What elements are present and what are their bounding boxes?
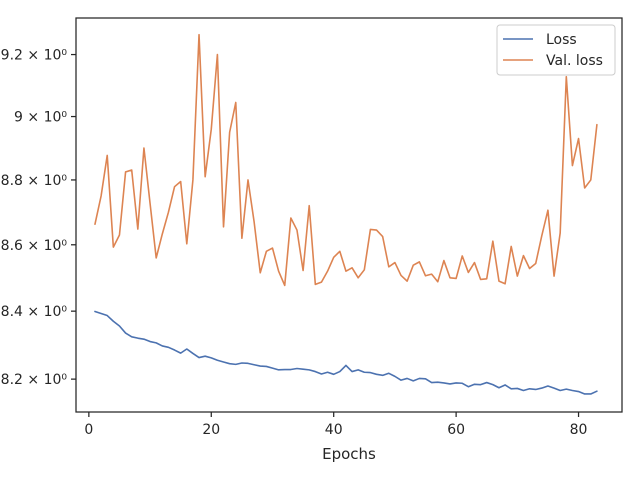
x-tick-label: 80 <box>570 422 588 438</box>
y-tick-label: 8.4 × 10⁰ <box>1 304 68 320</box>
y-tick-label: 8.2 × 10⁰ <box>1 372 68 388</box>
x-tick-label: 40 <box>325 422 343 438</box>
series-line-loss <box>94 310 598 395</box>
x-tick-label: 0 <box>84 422 93 438</box>
legend: Loss Val. loss <box>496 24 616 76</box>
axes-layer: 0 20 40 60 80 8.2 × 10⁰ 8.4 × 10⁰ 8.6 × 10⁰ 8.8 … <box>1 17 623 438</box>
y-tick-label: 9.2 × 10⁰ <box>1 48 68 64</box>
x-tick-label: 60 <box>447 422 465 438</box>
legend-frame <box>496 24 616 76</box>
legend-label-loss: Loss <box>546 32 577 48</box>
series-layer <box>94 33 598 395</box>
legend-label-val-loss: Val. loss <box>546 53 603 69</box>
axes-frame <box>75 17 623 413</box>
x-tick-label: 20 <box>202 422 220 438</box>
y-tick-label: 8.8 × 10⁰ <box>1 173 68 189</box>
y-tick-label: 9 × 10⁰ <box>14 110 67 126</box>
series-line-val-loss <box>94 33 598 287</box>
x-axis-label: Epochs <box>322 445 376 463</box>
y-tick-label: 8.6 × 10⁰ <box>1 238 68 254</box>
